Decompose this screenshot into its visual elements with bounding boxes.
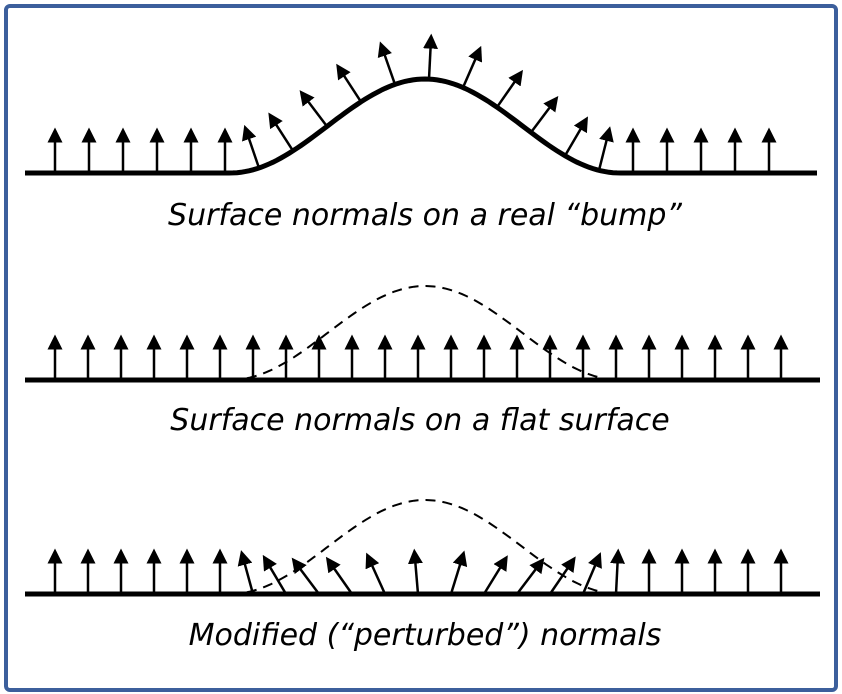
dashed-reference-bump	[229, 284, 619, 381]
normal-arrow	[242, 124, 261, 169]
normal-arrow	[461, 45, 483, 89]
normal-arrow	[516, 557, 545, 595]
bump-surface	[25, 76, 817, 176]
normals-perturbed	[47, 548, 789, 595]
panel-flat-surface: Surface normals on a flat surface	[25, 284, 820, 438]
normal-arrow	[482, 555, 508, 595]
normal-arrow	[548, 556, 576, 595]
normal-arrow	[268, 112, 295, 152]
normal-arrow	[610, 548, 626, 595]
normal-arrow	[581, 552, 602, 595]
caption-flat-surface: Surface normals on a flat surface	[170, 403, 669, 438]
normals-flat-surface	[47, 334, 789, 380]
normal-arrow	[495, 69, 523, 108]
caption-real-bump: Surface normals on a real “bump”	[168, 198, 682, 233]
normal-arrow	[377, 41, 397, 85]
panel-real-bump: Surface normals on a real “bump”	[25, 33, 817, 233]
caption-perturbed: Modified (“perturbed”) normals	[189, 618, 662, 653]
normal-arrow	[529, 95, 559, 134]
normal-arrow	[325, 556, 354, 595]
normal-arrow	[262, 554, 288, 595]
normal-arrow	[597, 126, 614, 171]
normal-arrow	[336, 63, 363, 103]
normals-real-bump	[47, 33, 777, 173]
panel-perturbed: Modified (“perturbed”) normals	[25, 498, 820, 653]
normal-arrow	[449, 550, 468, 595]
normal-arrow	[563, 116, 588, 157]
normal-arrow	[423, 33, 439, 80]
normal-arrow	[237, 550, 255, 595]
normal-arrow	[291, 557, 321, 595]
normal-arrow	[365, 552, 387, 595]
normal-arrow	[299, 90, 328, 128]
normal-arrow	[407, 548, 423, 595]
